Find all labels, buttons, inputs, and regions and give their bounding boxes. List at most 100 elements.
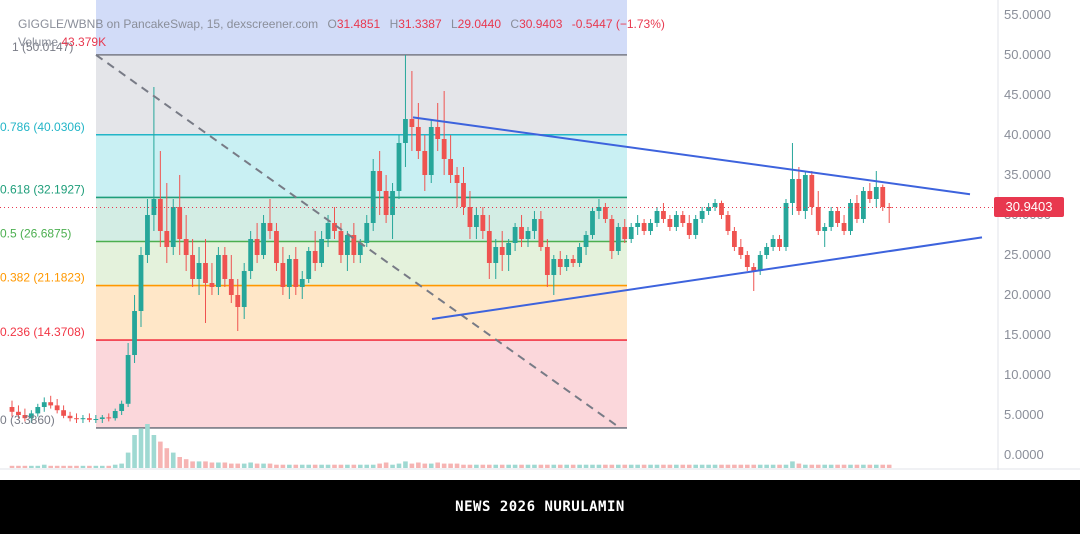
volume-bar bbox=[325, 464, 331, 468]
volume-bar bbox=[441, 463, 447, 468]
candle-body bbox=[822, 227, 828, 231]
candle-body bbox=[467, 207, 473, 227]
candle-body bbox=[338, 231, 344, 255]
last-price-tag: 30.9403 bbox=[994, 197, 1064, 217]
chart-area[interactable]: 55.000050.000045.000040.000035.000030.00… bbox=[0, 0, 1080, 480]
candle-body bbox=[609, 219, 615, 251]
volume-bar bbox=[551, 464, 557, 468]
volume-bar bbox=[803, 464, 808, 468]
candle-body bbox=[802, 175, 808, 211]
volume-bar bbox=[364, 464, 370, 468]
candle-body bbox=[274, 231, 279, 263]
candle-body bbox=[777, 239, 782, 247]
candle-body bbox=[693, 219, 699, 235]
close-value: 30.9403 bbox=[519, 17, 563, 31]
candle-body bbox=[861, 191, 866, 219]
candle-body bbox=[809, 175, 815, 207]
candle-body bbox=[783, 203, 789, 247]
candle-body bbox=[480, 215, 486, 231]
volume-bar bbox=[209, 462, 215, 468]
volume-bar bbox=[538, 464, 544, 468]
candle-body bbox=[345, 235, 350, 255]
candle-body bbox=[461, 183, 466, 207]
fib-level-label: 0 (3.3860) bbox=[0, 413, 55, 427]
volume-bar bbox=[416, 462, 421, 468]
candle-body bbox=[725, 215, 731, 231]
candle-body bbox=[74, 418, 79, 420]
candle-body bbox=[254, 239, 260, 255]
candle-body bbox=[267, 223, 273, 231]
candle-body bbox=[319, 239, 324, 263]
candle-body bbox=[712, 203, 718, 207]
volume-bar bbox=[609, 464, 615, 468]
volume-bar bbox=[112, 464, 118, 468]
volume-bar bbox=[267, 463, 273, 468]
fib-zone bbox=[96, 285, 627, 341]
candle-body bbox=[48, 402, 54, 406]
candle-body bbox=[628, 227, 634, 239]
volume-bar bbox=[203, 461, 208, 468]
low-label: L bbox=[450, 17, 458, 31]
candle-body bbox=[87, 418, 92, 420]
candle-body bbox=[312, 251, 318, 263]
y-tick-label: 55.0000 bbox=[1004, 7, 1051, 22]
volume-bar bbox=[674, 464, 679, 468]
volume-bar bbox=[499, 464, 505, 468]
candle-body bbox=[880, 187, 886, 207]
candle-body bbox=[732, 231, 737, 247]
candle-body bbox=[415, 127, 421, 151]
candle-body bbox=[757, 255, 763, 271]
chart-legend-header: GIGGLE/WBNB on PancakeSwap, 15, dexscree… bbox=[18, 17, 665, 31]
price-chart[interactable]: 55.000050.000045.000040.000035.000030.00… bbox=[0, 0, 1080, 480]
y-tick-label: 40.0000 bbox=[1004, 127, 1051, 142]
candle-body bbox=[80, 418, 86, 420]
volume-bar bbox=[686, 464, 692, 468]
volume-bar bbox=[254, 463, 260, 468]
candle-body bbox=[474, 215, 479, 227]
volume-bar bbox=[525, 464, 531, 468]
open-label: O bbox=[327, 17, 337, 31]
volume-bar bbox=[725, 464, 731, 468]
candle-body bbox=[351, 235, 357, 255]
candle-body bbox=[648, 223, 653, 231]
volume-bar bbox=[93, 465, 99, 468]
footer-caption: NEWS 2026 NURULAMIN bbox=[0, 480, 1080, 534]
volume-bar bbox=[306, 464, 311, 468]
volume-bar bbox=[751, 464, 757, 468]
candle-body bbox=[699, 211, 705, 219]
volume-bar bbox=[332, 464, 337, 468]
candle-body bbox=[512, 227, 518, 243]
candle-body bbox=[686, 223, 692, 235]
candle-body bbox=[641, 223, 647, 231]
volume-bar bbox=[241, 463, 247, 468]
candle-body bbox=[157, 199, 163, 231]
volume-bar bbox=[74, 465, 79, 468]
volume-bar bbox=[506, 464, 511, 468]
volume-bar bbox=[422, 463, 428, 468]
candle-body bbox=[680, 215, 686, 223]
volume-bar bbox=[732, 464, 737, 468]
volume-bar bbox=[280, 464, 286, 468]
volume-bar bbox=[261, 463, 266, 468]
candle-body bbox=[719, 203, 724, 215]
volume-bar bbox=[706, 464, 711, 468]
candle-body bbox=[441, 139, 447, 159]
candle-body bbox=[177, 207, 183, 239]
volume-bar bbox=[435, 462, 440, 468]
volume-bar bbox=[532, 464, 537, 468]
volume-bar bbox=[87, 465, 92, 468]
candle-body bbox=[564, 259, 570, 267]
volume-bar bbox=[377, 463, 382, 468]
candle-body bbox=[519, 227, 524, 239]
volume-bar bbox=[577, 464, 582, 468]
candle-body bbox=[241, 271, 247, 307]
volume-bar bbox=[757, 464, 763, 468]
volume-bar bbox=[854, 464, 860, 468]
volume-bar bbox=[545, 464, 550, 468]
candle-body bbox=[357, 243, 363, 255]
candle-body bbox=[299, 279, 305, 287]
candle-body bbox=[854, 203, 860, 219]
volume-bar bbox=[699, 464, 705, 468]
volume-bar bbox=[512, 464, 518, 468]
candle-body bbox=[486, 231, 492, 263]
